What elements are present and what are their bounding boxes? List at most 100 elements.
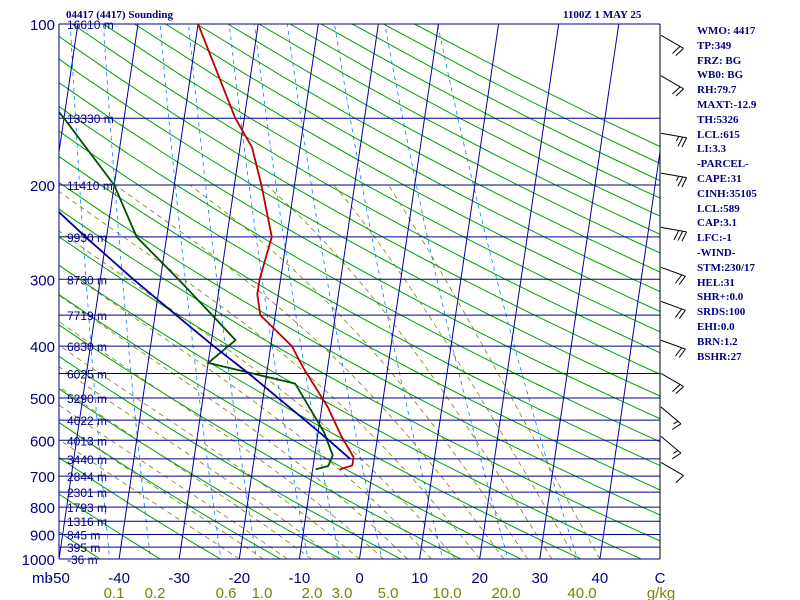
dry-adiabat-line: [59, 324, 462, 559]
dry-adiabat-line: [59, 155, 660, 491]
stat-line: LFC:-1: [697, 232, 732, 245]
mixing-ratio-label: 2.0: [302, 585, 323, 600]
height-label: 4622 m: [67, 414, 107, 428]
height-label: 8730 m: [67, 273, 107, 287]
height-label: 3440 m: [67, 453, 107, 467]
isotherm-line: [118, 24, 199, 559]
stat-line: HEL:31: [697, 276, 735, 289]
temperature-tick-label: 10: [411, 570, 428, 587]
dry-adiabat-line: [59, 456, 222, 559]
mixing-ratio-line: [159, 24, 222, 559]
mixing-ratio-label: 0.6: [216, 585, 237, 600]
wind-barb: [660, 436, 682, 460]
pressure-tick-label: 200: [30, 178, 55, 195]
temperature-axis: -50 -40 -30 -20 -10 0 10 20 30 40 C: [48, 570, 665, 587]
temperature-tick-label: -40: [108, 570, 130, 587]
temperature-tick-label: 40: [592, 570, 609, 587]
mixing-ratio-line: [384, 24, 509, 559]
mixing-ratio-line: [228, 24, 309, 559]
moist-adiabat-line: [114, 184, 505, 559]
pressure-tick-label: 400: [30, 339, 55, 356]
dry-adiabat-line: [59, 130, 660, 467]
wind-barb: [660, 75, 684, 97]
dry-adiabat-line: [59, 181, 660, 516]
stat-line: FRZ: BG: [697, 54, 742, 67]
temperature-tick-label: -30: [168, 570, 190, 587]
pressure-unit-label: mb: [32, 570, 53, 587]
dry-adiabat-line: [59, 421, 282, 559]
mixing-ratio-label: 3.0: [332, 585, 353, 600]
moist-adiabat-line: [59, 344, 360, 559]
height-label: 395 m: [67, 541, 100, 555]
pressure-tick-label: 700: [30, 469, 55, 486]
dry-adiabat-line: [196, 24, 660, 273]
mixing-ratio-line: [253, 24, 341, 559]
mixing-ratio-label: 5.0: [378, 585, 399, 600]
pressure-tick-label: 300: [30, 272, 55, 289]
height-label: 2844 m: [67, 470, 107, 484]
dry-adiabat-line: [59, 531, 102, 559]
parcel-profile-line: [59, 210, 351, 460]
wind-barbs: [660, 34, 688, 483]
temperature-tick-label: 0: [355, 570, 363, 587]
moist-adiabat-line: [59, 422, 264, 559]
stats-panel: WMO: 4417 TP:349 FRZ: BG WB0: BG RH:79.7 MAXT…: [697, 24, 757, 364]
stat-line: -WIND-: [697, 246, 736, 259]
stat-line: WB0: BG: [697, 69, 744, 82]
dry-adiabat-line: [59, 81, 660, 420]
temperature-tick-label: -10: [289, 570, 311, 587]
mixing-ratio-label: 10.0: [432, 585, 461, 600]
isotherm-line: [359, 24, 439, 559]
isotherm-line: [59, 24, 79, 156]
dry-adiabats: [59, 24, 660, 559]
dry-adiabat-line: [227, 24, 660, 254]
isotherm-line: [419, 24, 500, 559]
station-title: 04417 (4417) Sounding: [66, 9, 173, 21]
dry-adiabat-line: [59, 388, 342, 559]
dry-adiabat-line: [72, 24, 660, 354]
moist-adiabat-line: [59, 366, 336, 559]
stat-line: BSHR:27: [697, 350, 742, 363]
dry-adiabat-line: [59, 264, 583, 559]
dry-adiabat-line: [59, 355, 402, 559]
height-label: 13330 m: [67, 112, 114, 126]
pressure-tick-label: 1000: [22, 552, 55, 569]
profiles: [59, 24, 355, 471]
wind-barb: [660, 132, 688, 148]
isotherm-line: [599, 148, 660, 559]
wind-barb: [660, 300, 686, 319]
height-label: 4013 m: [67, 434, 107, 448]
mixing-ratio-label: 1.0: [252, 585, 273, 600]
isotherm-line: [59, 24, 139, 559]
wind-barb: [660, 373, 684, 394]
dry-adiabat-line: [134, 24, 660, 313]
isobars: [59, 23, 660, 560]
pressure-tick-label: 500: [30, 391, 55, 408]
stat-line: CINH:35105: [697, 187, 757, 200]
mixing-ratio-axis: 0.1 0.2 0.6 1.0 2.0 3.0 5.0 10.0 20.0 40.0 g/kg: [104, 585, 676, 600]
stat-line: TP:349: [697, 39, 732, 52]
height-label: 5290 m: [67, 392, 107, 406]
dry-adiabat-line: [165, 24, 660, 293]
temperature-tick-label: -50: [48, 570, 70, 587]
temperature-tick-label: 30: [531, 570, 548, 587]
dry-adiabat-line: [59, 208, 660, 542]
wind-barb: [660, 34, 684, 56]
stat-line: TH:5326: [697, 113, 739, 126]
mixing-ratio-label: 0.2: [145, 585, 166, 600]
wind-barb: [660, 226, 688, 242]
pressure-tick-label: 100: [30, 17, 55, 34]
isotherm-line: [178, 24, 259, 559]
temperature-profile-line: [197, 24, 355, 471]
height-label: 2301 m: [67, 486, 107, 500]
height-label: 16610 m: [67, 18, 114, 32]
temperature-tick-label: 20: [471, 570, 488, 587]
stat-line: STM:230/17: [697, 261, 756, 274]
mixing-ratio-label: 20.0: [491, 585, 520, 600]
mixing-ratio-unit: g/kg: [647, 585, 675, 600]
mixing-ratio-lines: [69, 24, 578, 559]
dry-adiabat-line: [59, 105, 660, 443]
